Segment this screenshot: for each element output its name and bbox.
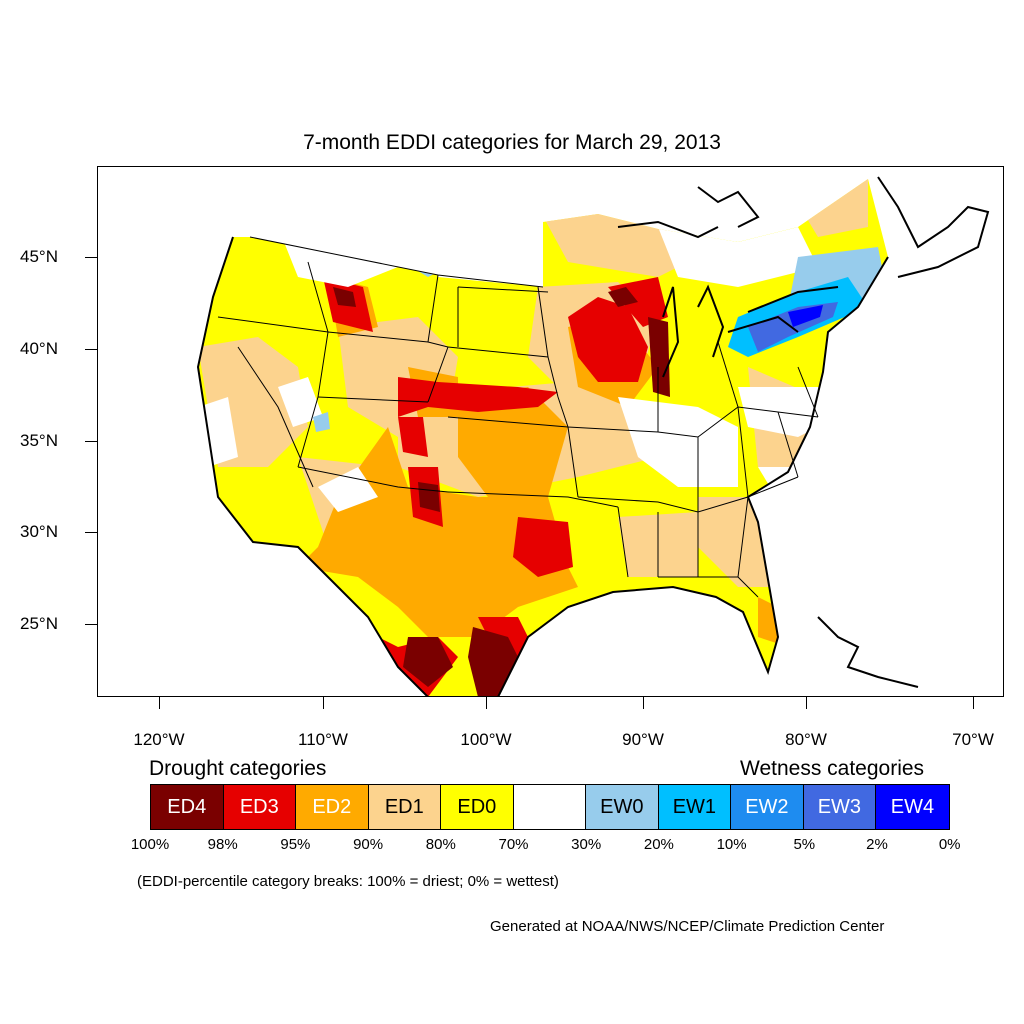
coastlines: [196, 176, 990, 696]
lon-label-110w: 110°W: [298, 730, 348, 749]
lat-tick: [85, 441, 97, 442]
legend-cell-ed4: ED4: [151, 785, 224, 829]
legend-cell-ed1: ED1: [368, 785, 442, 829]
percentile-label: 100%: [130, 836, 170, 853]
percentile-label: 2%: [866, 836, 888, 853]
percentile-label: 98%: [207, 836, 238, 853]
legend-cell-ed0: ED0: [441, 785, 514, 829]
lat-label-35n: 35°N: [20, 431, 58, 450]
percentile-label: 95%: [280, 836, 311, 853]
legend-note: (EDDI-percentile category breaks: 100% =…: [137, 873, 559, 890]
eddi-map: [97, 166, 1004, 697]
percentile-label: 80%: [425, 836, 456, 853]
wetness-categories-heading: Wetness categories: [740, 757, 925, 780]
lat-label-30n: 30°N: [20, 522, 58, 541]
lon-tick: [973, 697, 974, 709]
lon-tick: [323, 697, 324, 709]
percentile-label: 10%: [716, 836, 747, 853]
legend-cell-ew2: EW2: [731, 785, 804, 829]
percentile-label: 5%: [793, 836, 816, 853]
lon-label-90w: 90°W: [622, 730, 664, 749]
percentile-label: 90%: [353, 836, 384, 853]
eddi-map-canvas: [196, 176, 990, 696]
legend-cell-neutral: [513, 785, 587, 829]
percentile-label: 70%: [498, 836, 529, 853]
credit-line: Generated at NOAA/NWS/NCEP/Climate Predi…: [490, 918, 885, 935]
state-boundaries: [217, 236, 819, 598]
lon-label-70w: 70°W: [952, 730, 994, 749]
lat-label-40n: 40°N: [20, 339, 58, 358]
ew4-regions: [788, 305, 823, 327]
lat-label-25n: 25°N: [20, 614, 58, 633]
lat-tick: [85, 624, 97, 625]
lon-tick: [643, 697, 644, 709]
legend-cell-ew1: EW1: [658, 785, 732, 829]
legend-cell-ew0: EW0: [586, 785, 659, 829]
legend-cell-ed2: ED2: [296, 785, 369, 829]
percentile-label: 30%: [571, 836, 602, 853]
lon-label-120w: 120°W: [133, 730, 185, 749]
map-title: 7-month EDDI categories for March 29, 20…: [303, 131, 721, 154]
lat-tick: [85, 349, 97, 350]
percentile-label: 0%: [938, 836, 961, 853]
lat-label-45n: 45°N: [20, 247, 58, 266]
drought-field: [198, 179, 888, 696]
lon-tick: [806, 697, 807, 709]
legend-color-bar: ED4 ED3 ED2 ED1 ED0 EW0 EW1 EW2 EW3 EW4: [150, 784, 950, 830]
legend-cell-ew4: EW4: [876, 785, 949, 829]
drought-categories-heading: Drought categories: [149, 757, 327, 780]
lat-tick: [85, 532, 97, 533]
lon-tick: [486, 697, 487, 709]
lon-label-80w: 80°W: [785, 730, 827, 749]
lon-label-100w: 100°W: [460, 730, 512, 749]
percentile-label: 20%: [643, 836, 674, 853]
lon-tick: [159, 697, 160, 709]
legend-cell-ew3: EW3: [803, 785, 877, 829]
legend-cell-ed3: ED3: [223, 785, 297, 829]
lat-tick: [85, 257, 97, 258]
